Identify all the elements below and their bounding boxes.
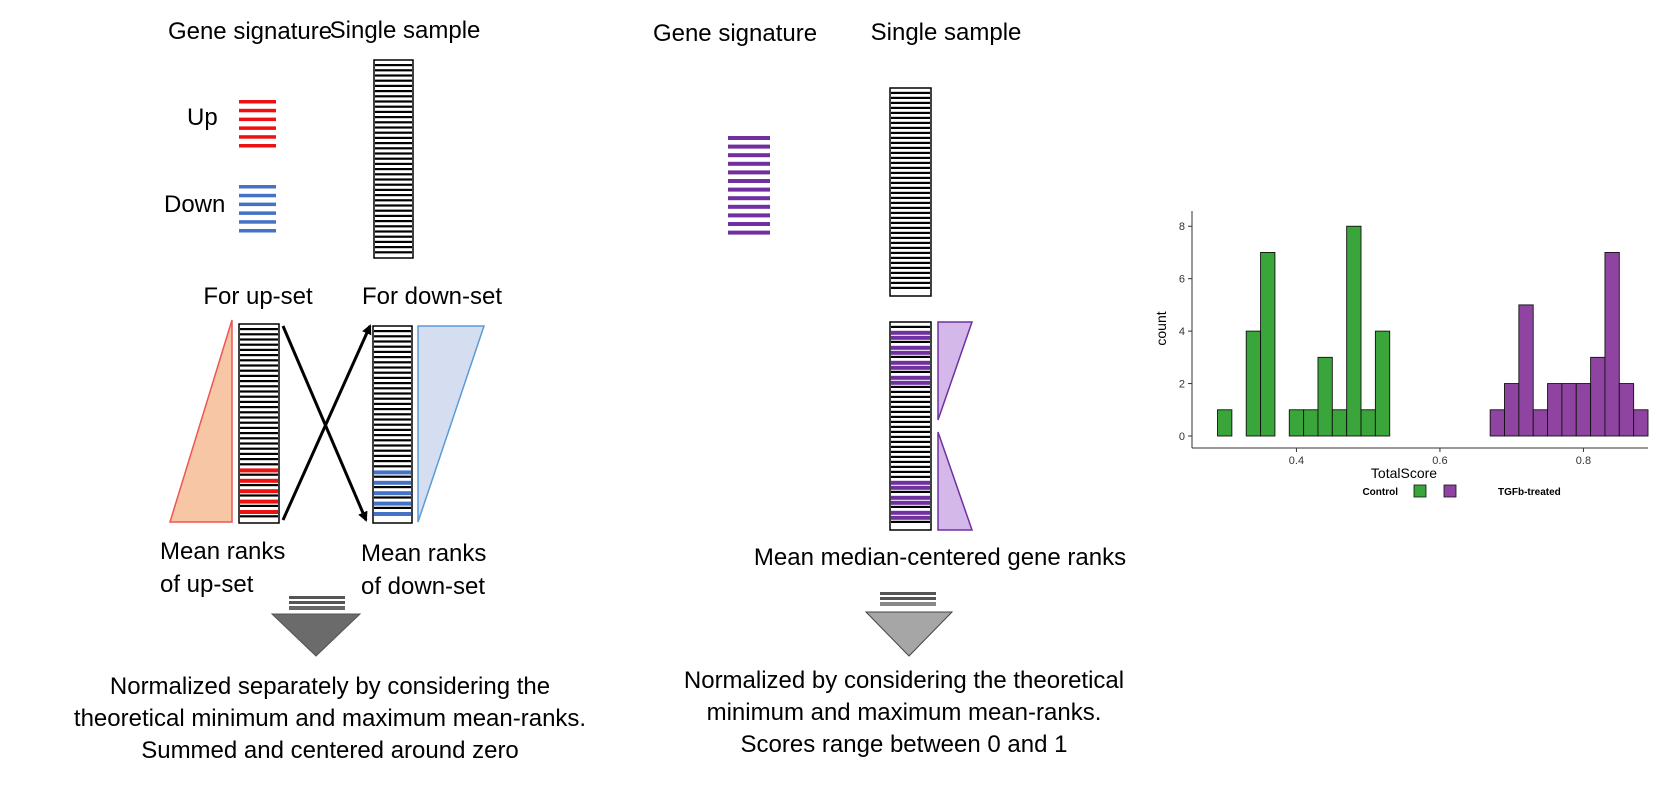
lower-purple-triangle	[937, 431, 974, 531]
down-gene-lines	[239, 185, 276, 233]
histogram-bar	[1561, 383, 1577, 437]
down-rank-triangle	[417, 325, 486, 523]
down-set-ranked-bar	[372, 325, 413, 524]
mean-ranks-down-label: Mean ranks of down-set	[361, 540, 487, 600]
y-tick-label: 8	[1179, 221, 1185, 233]
for-down-set-label: For down-set	[361, 283, 503, 310]
up-gene-lines	[239, 100, 276, 148]
gene-signature-lines	[728, 136, 770, 235]
histogram-bar	[1245, 330, 1262, 437]
for-up-set-label: For up-set	[203, 283, 313, 310]
cross-arrow-up	[281, 324, 372, 521]
cross-arrow-down	[281, 325, 368, 522]
histogram-bar	[1633, 409, 1649, 437]
histogram-bar	[1317, 356, 1333, 437]
y-tick-label: 2	[1179, 379, 1185, 391]
down-arrow-left	[270, 596, 362, 657]
histogram-bar	[1346, 225, 1362, 437]
y-axis-label: count	[1153, 311, 1169, 345]
up-label: Up	[187, 104, 218, 131]
histogram-bar	[1618, 383, 1635, 437]
x-tick-label: 0.6	[1432, 455, 1447, 467]
histogram-bar	[1331, 409, 1348, 437]
down-arrow-middle	[864, 592, 954, 657]
histogram-bar	[1374, 330, 1391, 437]
x-axis-label: TotalScore	[1371, 465, 1437, 481]
totalscore-histogram: 0 2 4 6 8 0.4 0.6 0.8 TotalScore count Control TGFb…	[1153, 211, 1649, 498]
gene-signature-label-left: Gene signature	[167, 18, 333, 45]
histogram-bar	[1303, 409, 1319, 437]
legend-swatch	[1413, 484, 1427, 498]
histogram-bar	[1504, 383, 1520, 437]
gene-signature-label-middle: Gene signature	[652, 20, 818, 47]
up-rank-triangle	[168, 319, 233, 523]
left-normalization-text: Normalized separately by considering the…	[73, 673, 587, 764]
middle-normalization-text: Normalized by considering the theoretica…	[683, 667, 1125, 758]
single-sample-label-left: Single sample	[329, 17, 481, 44]
legend-swatch	[1443, 484, 1457, 498]
y-tick-label: 4	[1179, 326, 1185, 338]
histogram-bar	[1217, 409, 1233, 437]
histogram-bar	[1288, 409, 1305, 437]
histogram-bar	[1489, 409, 1505, 437]
histogram-bar	[1532, 409, 1549, 437]
y-tick-label: 6	[1179, 274, 1185, 286]
histogram-bar	[1547, 383, 1563, 437]
median-centered-ranked-bar	[889, 321, 932, 531]
histogram-bar	[1590, 356, 1606, 437]
histogram-bar	[1575, 383, 1592, 437]
single-sample-bar-middle	[889, 87, 932, 297]
x-tick-label: 0.4	[1289, 455, 1304, 467]
mean-median-centered-label: Mean median-centered gene ranks	[753, 544, 1127, 571]
histogram-bar	[1360, 409, 1376, 437]
histogram-bar	[1260, 252, 1276, 437]
up-set-ranked-bar	[238, 323, 280, 524]
x-tick-label: 0.8	[1576, 455, 1591, 467]
down-label: Down	[164, 191, 226, 218]
histogram-bar	[1518, 304, 1534, 437]
legend-label: Control	[1362, 487, 1398, 498]
legend-label: TGFb-treated	[1498, 487, 1561, 498]
histogram-bar	[1604, 252, 1620, 437]
single-sample-label-middle: Single sample	[870, 19, 1022, 46]
single-sample-bar-left	[373, 59, 414, 259]
mean-ranks-up-label: Mean ranks of up-set	[160, 538, 286, 598]
y-tick-label: 0	[1179, 431, 1185, 443]
upper-purple-triangle	[937, 321, 974, 421]
